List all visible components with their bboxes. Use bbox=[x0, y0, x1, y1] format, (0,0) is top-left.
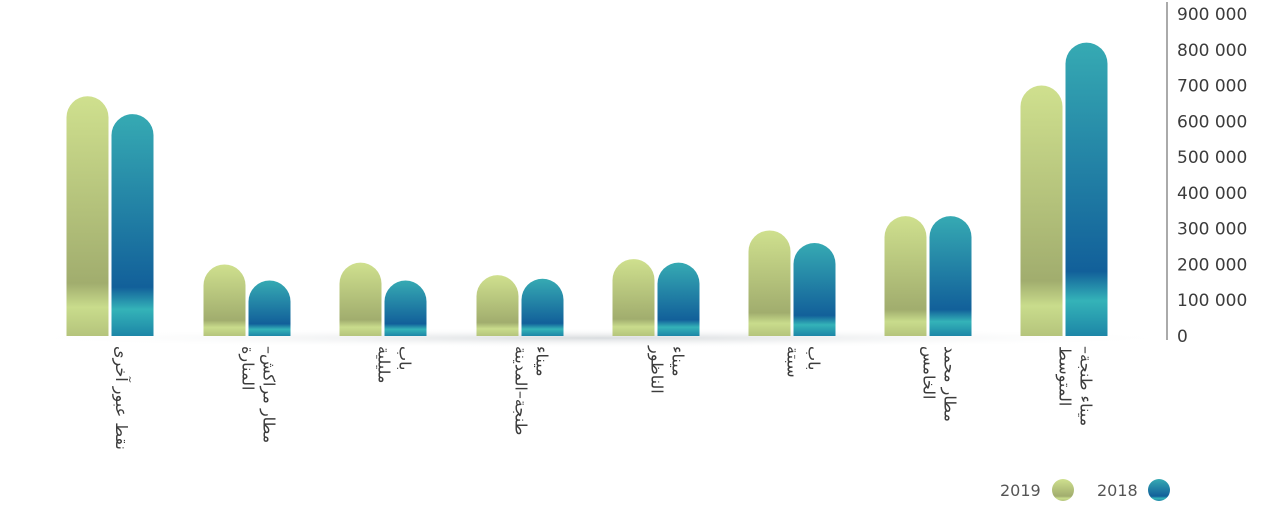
floor-shadow bbox=[0, 328, 1200, 348]
bar-2018-0 bbox=[111, 114, 154, 336]
bar-2019-6 bbox=[884, 216, 927, 336]
category-label: سبتة bbox=[784, 346, 803, 378]
legend-label-2018: 2018 bbox=[1097, 481, 1138, 500]
legend: 2018 2019 bbox=[1000, 479, 1170, 501]
bar-2018-3 bbox=[521, 278, 564, 336]
category-label: ميناء bbox=[669, 346, 688, 377]
category-label: نقط عبور آخرى bbox=[111, 346, 131, 450]
y-tick-label: 200 000 bbox=[1177, 255, 1247, 275]
bar-2019-4 bbox=[612, 259, 655, 336]
bar-2019-0 bbox=[66, 96, 109, 337]
bar-2018-4 bbox=[657, 262, 700, 336]
category-label: الناظور bbox=[647, 345, 667, 394]
y-tick-label: 300 000 bbox=[1177, 220, 1247, 240]
category-label: طنجة–المدينة bbox=[512, 346, 531, 435]
category-label: مليلية bbox=[375, 346, 394, 383]
legend-swatch-2018 bbox=[1148, 479, 1170, 501]
y-axis: 0 100 000 200 000 300 000 400 000 500 000 600 … bbox=[1166, 2, 1247, 347]
bar-2018-1 bbox=[248, 280, 291, 336]
y-tick-label: 0 bbox=[1177, 327, 1188, 347]
category-label: باب bbox=[805, 346, 824, 370]
category-label: مطار محمد bbox=[940, 346, 960, 422]
y-tick-label: 900 000 bbox=[1177, 5, 1247, 25]
legend-label-2019: 2019 bbox=[1000, 481, 1041, 500]
y-tick-label: 600 000 bbox=[1177, 112, 1247, 132]
bar-2019-3 bbox=[476, 275, 519, 336]
y-tick-label: 100 000 bbox=[1177, 291, 1247, 311]
category-label: المتوسط bbox=[1055, 346, 1075, 406]
bar-2019-7 bbox=[1020, 85, 1063, 336]
category-label: مطار مراكش– bbox=[259, 346, 279, 443]
y-tick-label: 800 000 bbox=[1177, 41, 1247, 61]
category-label: باب bbox=[396, 346, 415, 370]
bar-2019-5 bbox=[748, 230, 791, 336]
bar-2018-6 bbox=[929, 216, 972, 336]
bar-2019-1 bbox=[203, 264, 246, 336]
bar-2018-5 bbox=[793, 242, 836, 336]
category-labels: نقط عبور آخرى مطار مراكش–المنارة بابمليلية… bbox=[111, 345, 1096, 450]
category-label: الخامس bbox=[919, 346, 939, 400]
y-tick-label: 700 000 bbox=[1177, 77, 1247, 97]
category-label: المنارة bbox=[238, 346, 258, 390]
category-label: ميناء bbox=[533, 346, 552, 377]
bar-2019-2 bbox=[339, 262, 382, 336]
legend-swatch-2019 bbox=[1052, 479, 1074, 501]
bars-group bbox=[66, 42, 1108, 337]
bar-2018-2 bbox=[384, 280, 427, 336]
bar-2018-7 bbox=[1065, 42, 1108, 336]
y-tick-label: 500 000 bbox=[1177, 148, 1247, 168]
y-tick-label: 400 000 bbox=[1177, 184, 1247, 204]
category-label: ميناء طنجة– bbox=[1077, 346, 1096, 426]
